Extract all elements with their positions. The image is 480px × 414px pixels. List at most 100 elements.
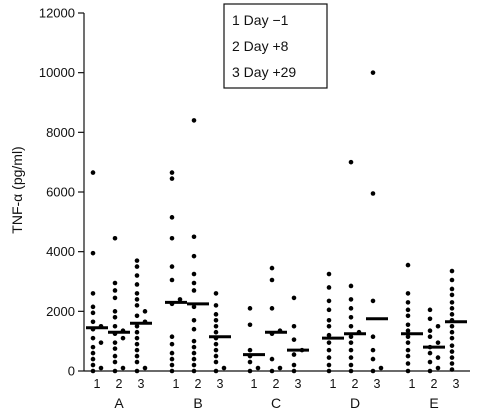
data-point (435, 323, 441, 329)
data-point (326, 368, 332, 374)
data-point (134, 323, 140, 329)
data-point (169, 334, 175, 339)
data-point (90, 170, 96, 175)
data-point (142, 309, 148, 314)
data-point (169, 170, 175, 175)
data-point (405, 347, 411, 353)
data-point (326, 340, 332, 345)
data-point (112, 288, 118, 293)
data-point (112, 280, 118, 286)
group-label: A (114, 395, 124, 411)
data-point (348, 355, 354, 360)
data-point (449, 306, 455, 311)
y-tick-label: 12000 (39, 6, 75, 21)
group-label: D (350, 395, 360, 411)
data-point (435, 340, 441, 345)
x-labels: 1 2 3A1 2 3B1 2 3C1 2 3D1 2 3E (94, 377, 460, 411)
data-point (370, 298, 376, 304)
data-point (449, 349, 455, 354)
data-point (134, 353, 140, 359)
data-point (213, 368, 219, 374)
data-point (134, 264, 140, 269)
data-point (269, 368, 275, 374)
group-label: E (429, 395, 438, 411)
data-point (134, 347, 140, 353)
data-point (405, 307, 411, 313)
data-point (247, 368, 253, 374)
data-point (427, 350, 433, 356)
data-point (221, 365, 227, 371)
y-tick-label: 4000 (46, 244, 75, 259)
data-point (134, 313, 140, 319)
data-point (169, 341, 175, 347)
data-point (90, 335, 96, 341)
y-tick-label: 0 (68, 364, 75, 379)
data-point (112, 315, 118, 320)
data-point (326, 307, 332, 313)
time-label: 3 (295, 377, 302, 391)
data-point (348, 297, 354, 302)
data-point (112, 368, 118, 374)
data-point (169, 264, 175, 269)
data-point (326, 347, 332, 353)
data-point (291, 352, 297, 357)
data-point (348, 340, 354, 345)
data-point (326, 355, 332, 360)
data-point (191, 344, 197, 350)
data-point (427, 328, 433, 334)
data-point (348, 362, 354, 368)
data-point (291, 362, 297, 368)
data-point (370, 334, 376, 339)
data-point (405, 262, 411, 268)
data-point (134, 297, 140, 302)
y-tick-label: 2000 (46, 304, 75, 319)
data-point (269, 356, 275, 362)
data-point (112, 346, 118, 351)
data-point (169, 277, 175, 283)
data-point (427, 307, 433, 313)
data-point (134, 359, 140, 365)
y-tick-label: 10000 (39, 65, 75, 80)
data-point (90, 304, 96, 310)
time-label: 3 (138, 377, 145, 391)
data-point (112, 359, 118, 365)
data-point (277, 365, 283, 371)
data-point (112, 235, 118, 241)
data-point (191, 338, 197, 344)
time-label: 1 (330, 377, 337, 391)
data-point (427, 368, 433, 374)
data-point (348, 323, 354, 329)
data-point (449, 323, 455, 329)
data-point (370, 356, 376, 362)
data-point (112, 353, 118, 359)
group-label: C (271, 395, 281, 411)
data-point (348, 334, 354, 339)
data-point (90, 368, 96, 374)
y-axis-label: TNF-α (pg/ml) (9, 146, 25, 233)
data-point (348, 315, 354, 320)
data-point (405, 291, 411, 296)
data-point (405, 328, 411, 334)
data-point (90, 356, 96, 362)
data-point (269, 265, 275, 271)
data-point (449, 367, 455, 372)
y-ticks: 0 2000 4000 6000 8000 10000 12000 (39, 6, 84, 379)
data-point (348, 347, 354, 353)
data-point (405, 313, 411, 319)
data-point (191, 368, 197, 374)
data-point (191, 280, 197, 286)
data-point (169, 368, 175, 374)
time-label: 2 (116, 377, 123, 391)
data-point (370, 70, 376, 75)
data-point (98, 365, 104, 371)
legend-entry: 2 Day +8 (232, 38, 289, 54)
data-point (134, 329, 140, 335)
data-point (191, 326, 197, 332)
data-point (191, 118, 197, 123)
data-point (247, 347, 253, 353)
data-point (370, 347, 376, 353)
data-point (90, 250, 96, 256)
data-point (348, 283, 354, 289)
legend: 1 Day −1 2 Day +8 3 Day +29 (223, 3, 328, 89)
